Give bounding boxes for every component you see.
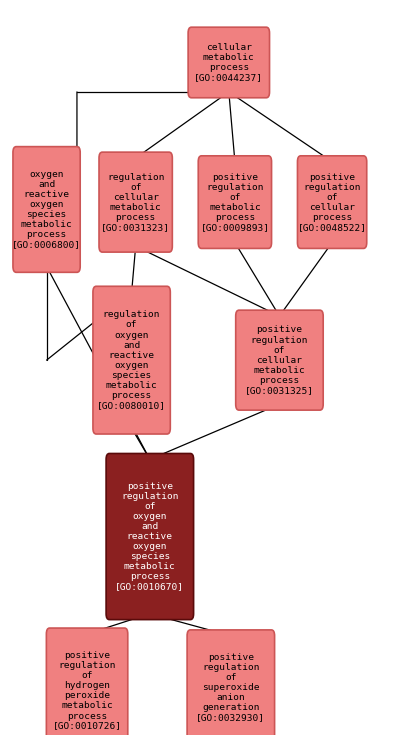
Text: cellular
metabolic
process
[GO:0044237]: cellular metabolic process [GO:0044237] [194,43,263,82]
Text: positive
regulation
of
oxygen
and
reactive
oxygen
species
metabolic
process
[GO:: positive regulation of oxygen and reacti… [115,482,184,591]
Text: positive
regulation
of
superoxide
anion
generation
[GO:0032930]: positive regulation of superoxide anion … [196,653,265,722]
FancyBboxPatch shape [106,453,194,620]
FancyBboxPatch shape [46,628,128,735]
Text: oxygen
and
reactive
oxygen
species
metabolic
process
[GO:0006800]: oxygen and reactive oxygen species metab… [12,170,81,249]
FancyBboxPatch shape [13,147,80,273]
FancyBboxPatch shape [198,156,271,248]
Text: positive
regulation
of
cellular
metabolic
process
[GO:0031325]: positive regulation of cellular metaboli… [245,326,314,395]
FancyBboxPatch shape [99,152,172,252]
Text: positive
regulation
of
cellular
process
[GO:0048522]: positive regulation of cellular process … [298,173,367,232]
FancyBboxPatch shape [93,286,170,434]
Text: positive
regulation
of
hydrogen
peroxide
metabolic
process
[GO:0010726]: positive regulation of hydrogen peroxide… [53,651,122,731]
FancyBboxPatch shape [187,630,275,735]
Text: regulation
of
cellular
metabolic
process
[GO:0031323]: regulation of cellular metabolic process… [101,173,170,232]
FancyBboxPatch shape [236,310,323,410]
FancyBboxPatch shape [188,27,269,98]
FancyBboxPatch shape [297,156,367,248]
Text: regulation
of
oxygen
and
reactive
oxygen
species
metabolic
process
[GO:0080010]: regulation of oxygen and reactive oxygen… [97,310,166,410]
Text: positive
regulation
of
metabolic
process
[GO:0009893]: positive regulation of metabolic process… [200,173,269,232]
